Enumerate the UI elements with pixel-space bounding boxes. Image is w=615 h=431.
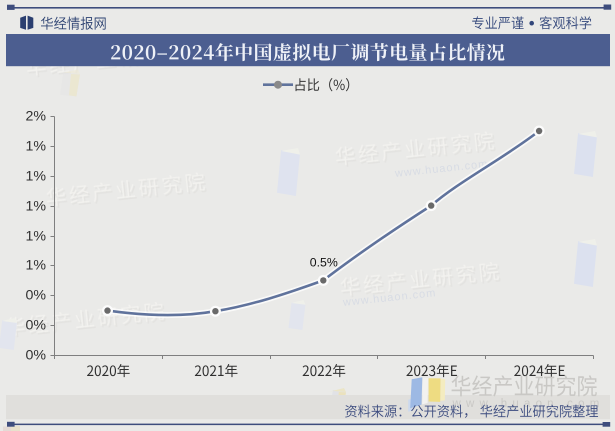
svg-text:0%: 0% <box>25 347 46 363</box>
svg-text:1%: 1% <box>25 228 46 244</box>
svg-text:2%: 2% <box>25 108 46 124</box>
svg-text:1%: 1% <box>25 138 46 154</box>
svg-text:www.huaon.com: www.huaon.com <box>452 398 605 410</box>
svg-text:0.5%: 0.5% <box>310 256 338 270</box>
svg-text:0%: 0% <box>25 317 46 333</box>
svg-text:0%: 0% <box>25 287 46 303</box>
svg-text:1%: 1% <box>25 257 46 273</box>
svg-text:1%: 1% <box>25 168 46 184</box>
svg-text:1%: 1% <box>25 198 46 214</box>
